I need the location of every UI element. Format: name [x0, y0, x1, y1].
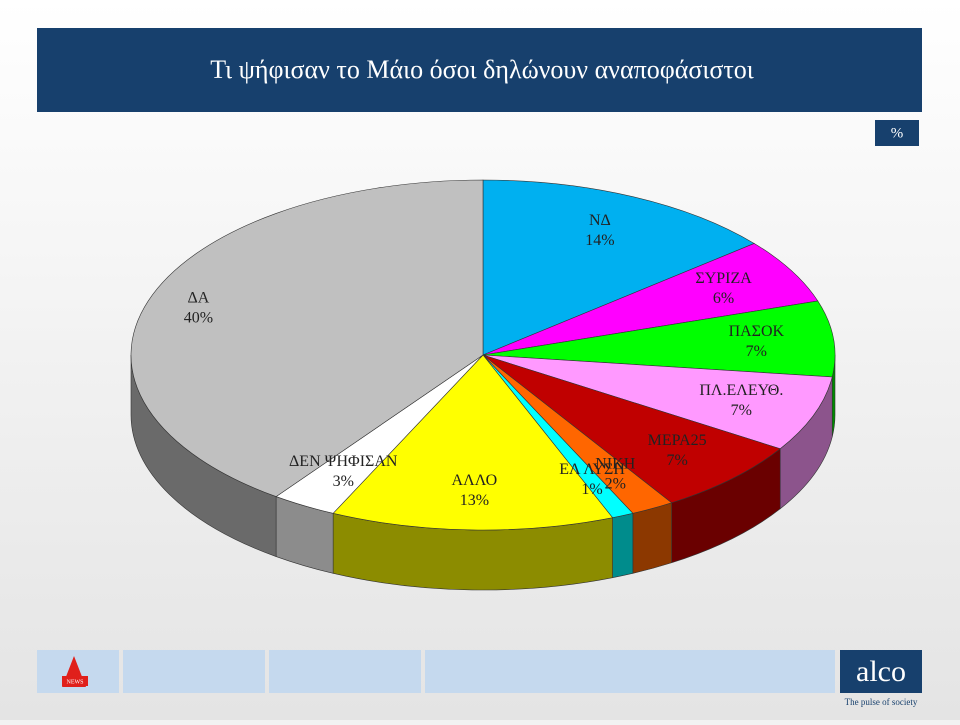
slice-value-label: 40%	[184, 310, 213, 327]
slice-label: ΑΛΛΟ	[452, 472, 498, 489]
slice-value-label: 6%	[713, 290, 734, 307]
slice-label: ΕΛ ΛΥΣΗ	[559, 461, 625, 478]
brand: alco	[856, 655, 906, 688]
tagline: The pulse of society	[845, 697, 918, 707]
slice-value-label: 2%	[605, 475, 626, 492]
slice-value-label: 1%	[581, 481, 602, 498]
slice-label: ΠΛ.ΕΛΕΥΘ.	[699, 382, 783, 399]
slice-value-label: 3%	[333, 473, 354, 490]
slice	[482, 354, 833, 450]
footer-box	[425, 650, 835, 693]
slice-value-label: 7%	[731, 402, 752, 419]
slice-side	[612, 512, 634, 579]
pie: ΝΔ 14% ΣΥΡΙΖΑ 6% ΠΑΣΟΚ 7% ΠΛ.ΕΛΕΥΘ. 7% ΜΕΡΑ25 7% Ν…	[130, 179, 836, 591]
slice-label: ΔΑ	[188, 290, 210, 307]
footer-box	[269, 650, 421, 693]
chart-title: Τι ψήφισαν το Μάιο όσοι δηλώνουν αναποφά…	[210, 55, 754, 84]
slice-label: ΝΙΚΗ	[595, 455, 635, 472]
slice-label: ΣΥΡΙΖΑ	[695, 270, 752, 287]
brand-box	[840, 650, 922, 693]
slice-label: ΜΕΡΑ25	[648, 432, 707, 449]
slice-label: ΔΕΝ ΨΗΦΙΣΑΝ	[289, 453, 398, 470]
slice	[482, 243, 819, 356]
slice	[482, 300, 836, 378]
slice	[482, 354, 781, 504]
slice-label: ΝΔ	[589, 212, 611, 229]
slice-value-label: 14%	[585, 232, 614, 249]
footer-box	[123, 650, 265, 693]
slice	[482, 179, 755, 356]
slice-side	[632, 502, 672, 574]
slice	[332, 354, 614, 531]
slice	[130, 179, 484, 497]
slice-label: ΠΑΣΟΚ	[729, 323, 785, 340]
news-text: NEWS	[67, 679, 84, 685]
slice-value-label: 7%	[746, 343, 767, 360]
title-bar	[37, 28, 922, 112]
slice-value-label: 7%	[666, 452, 687, 469]
unit-box	[875, 120, 919, 146]
unit-note: %	[891, 125, 904, 141]
news-logo-band	[62, 676, 88, 686]
slice-value-label: 13%	[460, 492, 489, 509]
